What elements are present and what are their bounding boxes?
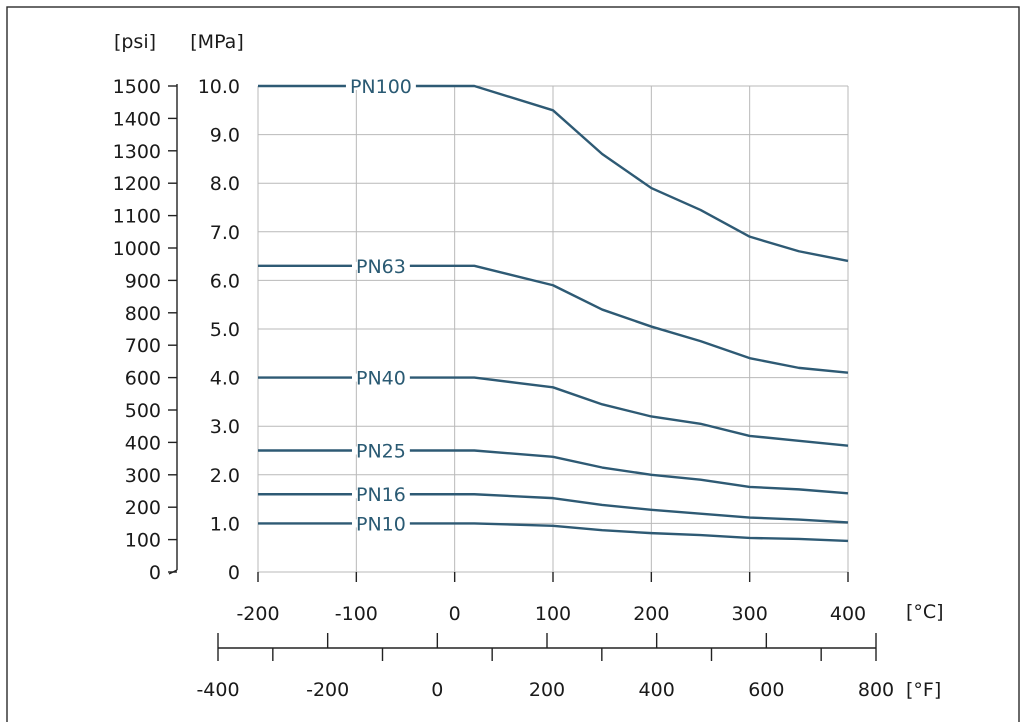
chart-frame <box>6 6 1020 722</box>
series-label-gap <box>345 82 416 90</box>
y2-tick-label: 100 <box>125 530 161 552</box>
series-line-pn40 <box>258 376 849 447</box>
series-label-gap <box>351 261 410 270</box>
series-label-pn63: PN63 <box>356 256 406 278</box>
y2-tick-label: 200 <box>125 497 161 519</box>
y-tick-label: 3.0 <box>210 416 240 438</box>
series-line-pn63 <box>258 264 849 374</box>
x-tick-label: 400 <box>830 603 866 625</box>
y-unit-label: [MPa] <box>190 31 243 53</box>
y2-tick-label: 1100 <box>113 206 161 228</box>
y2-tick-label: 1400 <box>113 108 161 130</box>
y2-tick-label: 700 <box>125 335 161 357</box>
x-tick-label: -200 <box>236 603 279 625</box>
series-line-pn25 <box>258 449 849 495</box>
y-tick-label: 6.0 <box>210 270 240 292</box>
x2-tick-label: -200 <box>306 679 349 701</box>
y-tick-label: 0 <box>228 562 240 584</box>
series-label-pn25: PN25 <box>356 441 406 463</box>
y2-tick-label: 300 <box>125 465 161 487</box>
y-tick-label: 9.0 <box>210 125 240 147</box>
y-tick-label: 5.0 <box>210 319 240 341</box>
y2-tick-label: 1500 <box>113 76 161 98</box>
y-tick-label: 10.0 <box>198 76 240 98</box>
tick-labels: -200 -100 0 100 200 300 400 -400 -200 0 200 400 600 8… <box>113 76 894 701</box>
y2-tick-label: 500 <box>125 400 161 422</box>
x2-tick-label: 0 <box>431 679 443 701</box>
x-tick-label: 200 <box>633 603 669 625</box>
series-label-pn10: PN10 <box>356 513 406 535</box>
series-label-pn16: PN16 <box>356 484 406 506</box>
series-label-pn100: PN100 <box>350 76 412 98</box>
x2-tick-label: -400 <box>196 679 239 701</box>
series-lines: PN100 PN63 PN40 PN25 PN16 PN10 <box>258 76 849 543</box>
y2-tick-label: 400 <box>125 432 161 454</box>
series-label-pn40: PN40 <box>356 368 406 390</box>
series-label-gap <box>351 446 410 455</box>
x-tick-label: 300 <box>732 603 768 625</box>
y-tick-label: 1.0 <box>210 513 240 535</box>
y2-tick-label: 1300 <box>113 141 161 163</box>
y2-tick-label: 900 <box>125 270 161 292</box>
y-tick-label: 8.0 <box>210 173 240 195</box>
x2-tick-label: 800 <box>858 679 894 701</box>
x-tick-label: 100 <box>535 603 571 625</box>
x2-tick-label: 600 <box>748 679 784 701</box>
y2-tick-label: 600 <box>125 368 161 390</box>
y-tick-label: 4.0 <box>210 368 240 390</box>
series-label-gap <box>351 519 410 528</box>
axes <box>168 84 877 661</box>
x-tick-label: 0 <box>449 603 461 625</box>
y-tick-label: 7.0 <box>210 222 240 244</box>
y2-tick-label: 0 <box>149 562 161 584</box>
y2-tick-label: 800 <box>125 303 161 325</box>
x2-tick-label: 200 <box>529 679 565 701</box>
series-line-pn100 <box>258 84 849 263</box>
series-label-gap <box>351 373 410 382</box>
x2-tick-label: 400 <box>639 679 675 701</box>
x2-unit-label: [°F] <box>906 679 941 701</box>
y-tick-label: 2.0 <box>210 465 240 487</box>
x-tick-label: -100 <box>335 603 378 625</box>
series-line-pn16 <box>258 493 849 524</box>
series-line-pn10 <box>258 522 849 543</box>
y2-tick-label: 1200 <box>113 173 161 195</box>
x-unit-label: [°C] <box>906 601 944 623</box>
series-label-gap <box>351 490 410 499</box>
y2-tick-label: 1000 <box>113 238 161 260</box>
y2-unit-label: [psi] <box>114 31 156 53</box>
